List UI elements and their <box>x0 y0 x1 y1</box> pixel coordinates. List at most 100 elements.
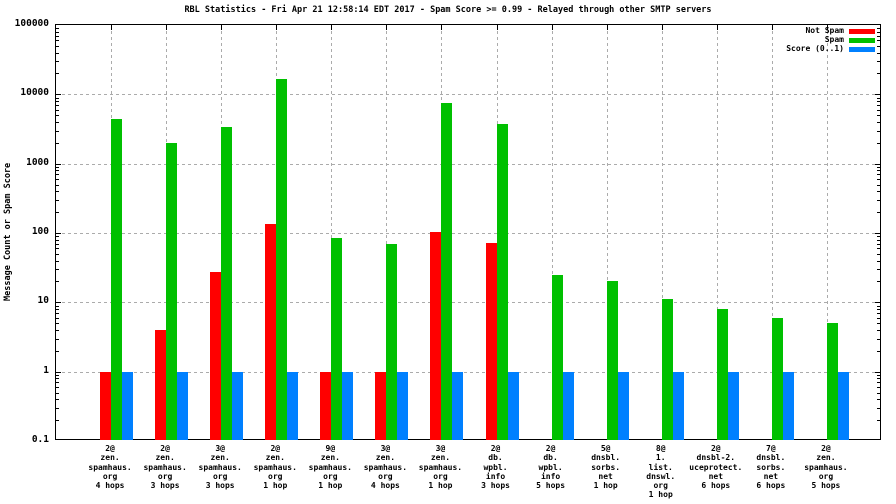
bar-not-spam-4 <box>320 371 332 440</box>
bar-spam-4 <box>331 237 343 440</box>
ytick-minor-right <box>877 305 880 307</box>
ytick-minor-left <box>56 52 59 54</box>
xtick-top <box>386 25 388 30</box>
bar-score-0-1-10 <box>672 371 684 440</box>
ytick-minor-left <box>56 101 59 103</box>
x-tick-label-10: 8@ 1. list. dnswl. org 1 hop <box>646 444 676 500</box>
ytick-minor-left <box>56 243 59 245</box>
ytick-minor-left <box>56 61 59 63</box>
bar-spam-3 <box>276 79 288 440</box>
xtick-top <box>716 25 718 30</box>
ytick-minor-left <box>56 212 59 214</box>
y-tick-label-100: 100 <box>31 226 49 237</box>
ytick-minor-right <box>877 73 880 75</box>
ytick-minor-right <box>877 323 880 325</box>
ytick-minor-left <box>56 260 59 262</box>
ytick-minor-right <box>877 387 880 389</box>
ytick-minor-right <box>877 350 880 352</box>
gridline-x-11 <box>716 25 718 439</box>
ytick-minor-right <box>877 338 880 340</box>
ytick-minor-left <box>56 97 59 99</box>
gridline-x-8 <box>551 25 553 439</box>
bar-score-0-1-7 <box>507 371 519 440</box>
x-tick-label-3: 2@ zen. spamhaus. org 1 hop <box>253 444 297 491</box>
ytick-minor-right <box>877 184 880 186</box>
legend-label-score: Score (0..1) <box>786 44 844 53</box>
plot-area <box>55 24 881 440</box>
bar-score-0-1-0 <box>122 371 134 440</box>
bar-spam-11 <box>716 309 728 440</box>
ytick-minor-left <box>56 329 59 331</box>
ytick-minor-left <box>56 281 59 283</box>
ytick-minor-right <box>877 35 880 37</box>
ytick-minor-left <box>56 170 59 172</box>
ytick-minor-left <box>56 323 59 325</box>
ytick-minor-left <box>56 305 59 307</box>
ytick-minor-right <box>877 392 880 394</box>
xtick-top <box>166 25 168 30</box>
bar-spam-5 <box>386 243 398 440</box>
ytick-minor-left <box>56 184 59 186</box>
ytick-major-left <box>56 233 61 234</box>
ytick-minor-right <box>877 253 880 255</box>
ytick-minor-right <box>877 260 880 262</box>
ytick-minor-left <box>56 239 59 241</box>
ytick-minor-left <box>56 313 59 315</box>
bar-score-0-1-3 <box>287 371 299 440</box>
bar-not-spam-5 <box>375 371 387 440</box>
ytick-major-right <box>875 233 880 234</box>
ytick-minor-left <box>56 45 59 47</box>
ytick-minor-right <box>877 174 880 176</box>
bar-score-0-1-5 <box>397 371 409 440</box>
ytick-minor-left <box>56 179 59 181</box>
ytick-minor-right <box>877 313 880 315</box>
gridline-x-13 <box>826 25 828 439</box>
bar-score-0-1-1 <box>177 371 189 440</box>
x-tick-label-9: 5@ dnsbl. sorbs. net 1 hop <box>591 444 621 491</box>
y-tick-label-100000: 100000 <box>14 18 49 29</box>
x-tick-label-4: 9@ zen. spamhaus. org 1 hop <box>308 444 353 491</box>
xtick-top <box>661 25 663 30</box>
ytick-minor-left <box>56 166 59 168</box>
bar-spam-7 <box>496 124 508 440</box>
xtick-top <box>441 25 443 30</box>
ytick-minor-left <box>56 248 59 250</box>
legend: Not Spam Spam Score (0..1) <box>786 27 875 53</box>
ytick-minor-left <box>56 28 59 30</box>
xtick-top <box>496 25 498 30</box>
gridline-y-1e4 <box>56 94 880 96</box>
y-tick-label-10000: 10000 <box>20 87 49 99</box>
ytick-major-left <box>56 94 61 96</box>
x-tick-label-12: 7@ dnsbl. sorbs. net 6 hops <box>756 444 786 491</box>
xtick-top <box>551 25 553 30</box>
ytick-minor-right <box>877 31 880 33</box>
gridline-y-1e2 <box>56 233 880 234</box>
gridline-y-1e1 <box>56 302 880 304</box>
ytick-minor-left <box>56 191 59 193</box>
ytick-minor-right <box>877 329 880 331</box>
ytick-minor-right <box>877 399 880 401</box>
bar-not-spam-7 <box>485 242 497 440</box>
bar-spam-6 <box>441 103 453 440</box>
bar-spam-0 <box>111 119 123 440</box>
ytick-major-left <box>56 163 61 165</box>
ytick-minor-right <box>877 269 880 271</box>
ytick-minor-right <box>877 420 880 422</box>
gridline-x-10 <box>661 25 663 439</box>
ytick-minor-right <box>877 109 880 111</box>
bar-spam-13 <box>826 323 838 440</box>
bar-not-spam-2 <box>210 272 222 440</box>
ytick-minor-right <box>877 28 880 30</box>
bar-score-0-1-2 <box>232 371 244 440</box>
ytick-minor-right <box>877 317 880 319</box>
x-tick-label-5: 3@ zen. spamhaus. org 4 hops <box>363 444 408 491</box>
ytick-minor-left <box>56 130 59 132</box>
ytick-minor-right <box>877 191 880 193</box>
ytick-minor-left <box>56 374 59 376</box>
bar-spam-1 <box>166 142 178 440</box>
bar-spam-8 <box>551 274 563 440</box>
ytick-minor-left <box>56 253 59 255</box>
ytick-minor-right <box>877 179 880 181</box>
ytick-minor-right <box>877 142 880 144</box>
